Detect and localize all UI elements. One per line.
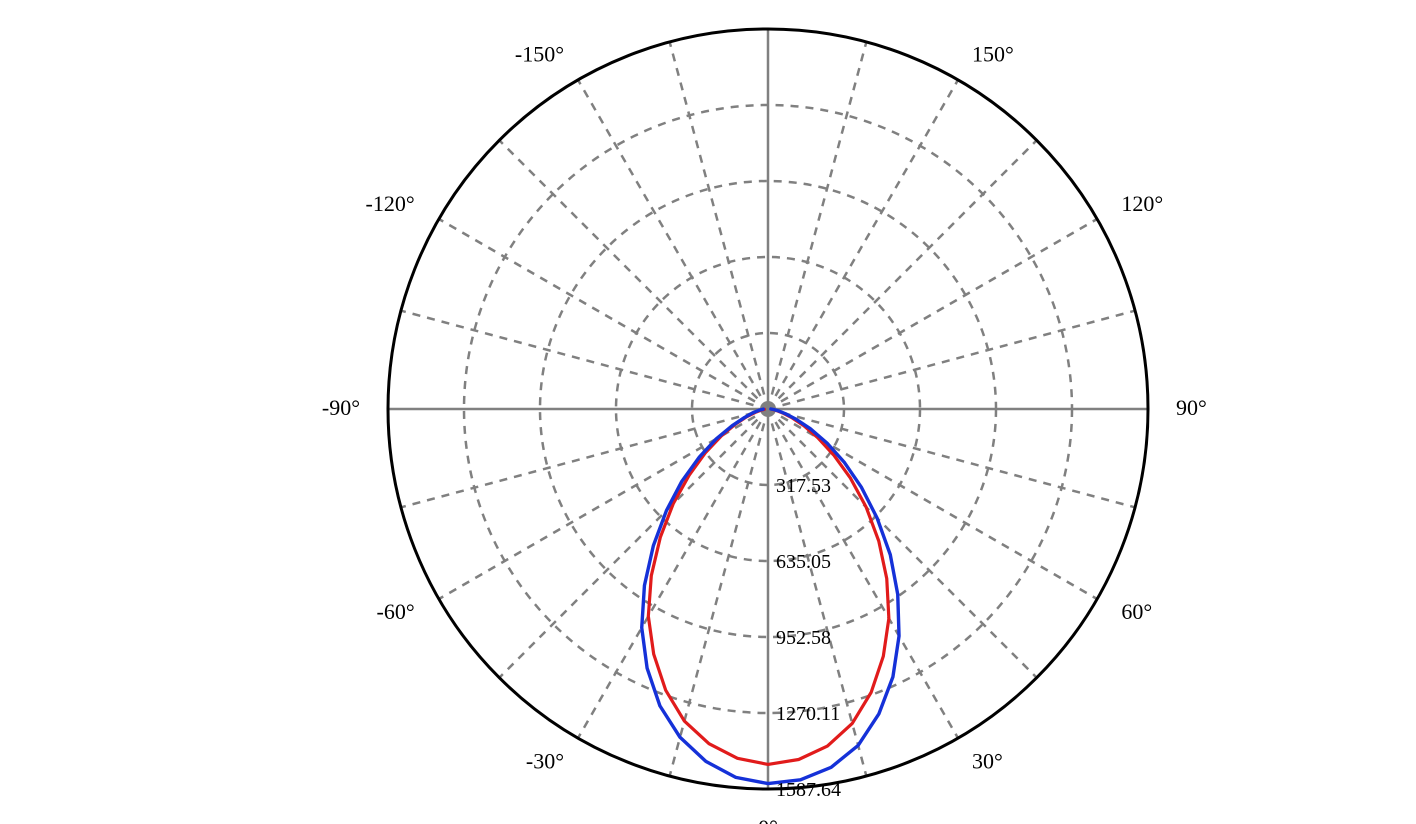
polar-chart: 317.53 635.05 952.58 1270.11 1587.64 0° 30° 60°… [0, 0, 1416, 824]
angle-label: 0° [758, 815, 778, 824]
radial-tick-label: 317.53 [776, 475, 831, 497]
angle-label: -90° [322, 395, 360, 420]
angle-label: 30° [972, 748, 1003, 773]
angle-label: -60° [377, 599, 415, 624]
angle-label: -30° [526, 748, 564, 773]
angle-label: -120° [366, 191, 415, 216]
radial-tick-label: 1587.64 [776, 779, 841, 801]
radial-tick-label: 1270.11 [776, 703, 840, 725]
radial-tick-label: 635.05 [776, 551, 831, 573]
angle-label: 120° [1121, 191, 1163, 216]
angle-label: -150° [515, 42, 564, 67]
angle-label: 90° [1176, 395, 1207, 420]
radial-tick-label: 952.58 [776, 627, 831, 649]
angle-label: 60° [1121, 599, 1152, 624]
angle-label: 150° [972, 42, 1014, 67]
